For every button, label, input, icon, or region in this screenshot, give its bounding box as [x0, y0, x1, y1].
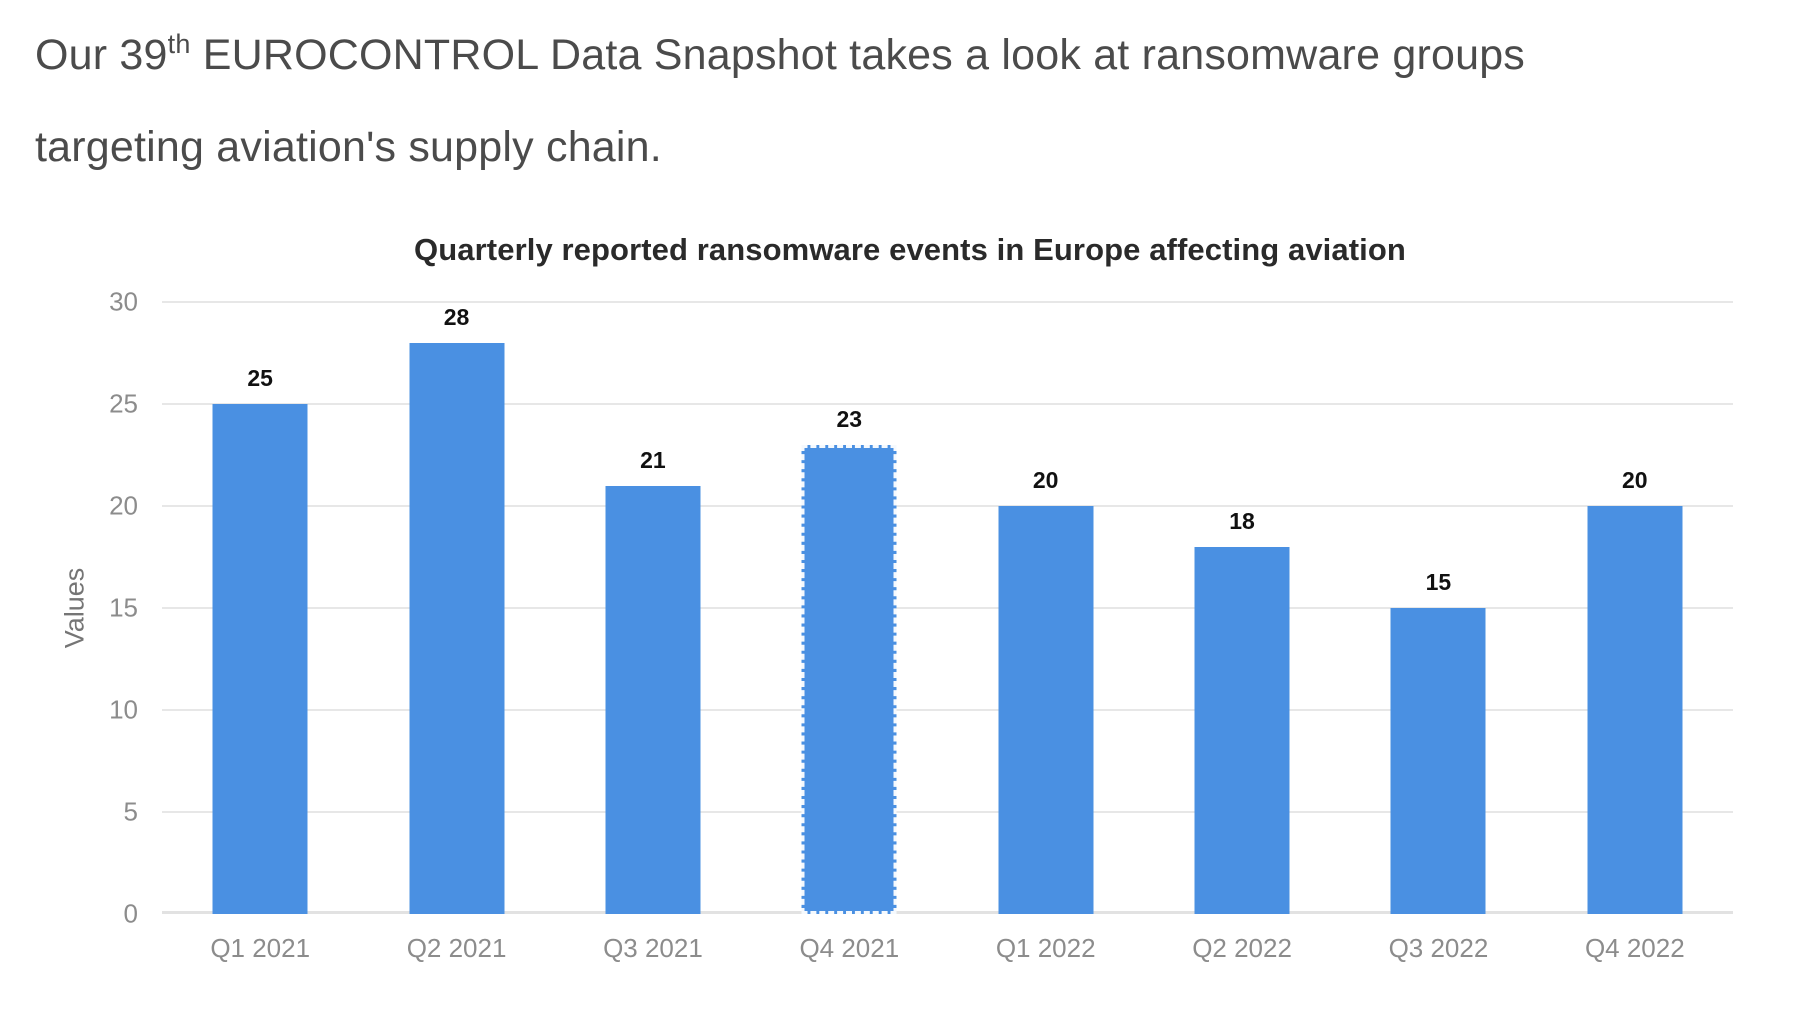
- bar-q4-2022[interactable]: [1587, 506, 1683, 914]
- bar-column-q1-2022: 20: [948, 302, 1144, 914]
- y-axis-ticks: 0 5 10 15 20 25 30: [50, 287, 138, 929]
- headline-superscript: th: [167, 29, 191, 59]
- x-tick-label: Q3 2021: [603, 933, 703, 963]
- bar-value-label: 28: [443, 303, 470, 330]
- bar-q2-2022[interactable]: [1194, 546, 1290, 914]
- chart-title: Quarterly reported ransomware events in …: [414, 232, 1406, 267]
- y-tick-label: 25: [109, 388, 138, 419]
- x-tick-label: Q1 2021: [210, 933, 311, 963]
- gridline: [162, 505, 1733, 507]
- bar-q1-2021[interactable]: [212, 404, 308, 914]
- x-tick-label: Q3 2022: [1388, 933, 1489, 963]
- y-tick-label: 15: [109, 592, 138, 623]
- bar-q4-2021-selected[interactable]: [801, 444, 897, 914]
- bar-column-q3-2022: 15: [1340, 302, 1536, 914]
- bar-value-label: 15: [1425, 569, 1452, 595]
- bar-column-q4-2021: 23: [751, 302, 947, 914]
- gridline: [162, 403, 1733, 405]
- x-tick-label: Q2 2021: [406, 933, 507, 963]
- bar-value-label: 18: [1229, 507, 1255, 534]
- y-tick-label: 0: [123, 898, 138, 929]
- bar-column-q2-2022: 18: [1144, 302, 1340, 914]
- headline-line2: targeting aviation's supply chain.: [35, 123, 662, 171]
- headline-line1-rest: EUROCONTROL Data Snapshot takes a look a…: [190, 31, 1526, 79]
- bar-column-q2-2021: 28: [358, 302, 554, 914]
- bar-series: 25 28 21 23 20 18 15 20: [162, 302, 1733, 914]
- x-tick-label: Q1 2022: [995, 933, 1096, 963]
- bar-value-label: 20: [1032, 467, 1059, 493]
- y-tick-label: 5: [123, 796, 138, 827]
- x-tick-label: Q4 2021: [799, 933, 900, 963]
- bar-value-label: 25: [247, 365, 273, 391]
- bar-column-q4-2022: 20: [1537, 302, 1733, 914]
- headline: Our 39th EUROCONTROL Data Snapshot takes…: [35, 12, 1595, 191]
- x-axis-baseline: [162, 911, 1733, 914]
- gridline: [162, 607, 1733, 609]
- x-tick-label: Q2 2022: [1192, 933, 1292, 963]
- x-tick-label: Q4 2022: [1584, 933, 1685, 963]
- bar-value-label: 20: [1622, 467, 1648, 493]
- x-axis-labels: Q1 2021 Q2 2021 Q3 2021 Q4 2021 Q1 2022 Q2 20…: [162, 914, 1733, 964]
- bar-q2-2021[interactable]: [409, 342, 505, 914]
- bar-q3-2021[interactable]: [605, 485, 701, 914]
- bar-q3-2022[interactable]: [1390, 608, 1486, 914]
- y-tick-label: 20: [109, 490, 138, 521]
- bar-column-q3-2021: 21: [555, 302, 751, 914]
- y-tick-label: 30: [109, 286, 138, 317]
- bar-value-label: 21: [640, 446, 666, 473]
- bar-column-q1-2021: 25: [162, 302, 358, 914]
- gridline: [162, 811, 1733, 813]
- plot-area: 25 28 21 23 20 18 15 20: [162, 301, 1733, 914]
- gridline: [162, 301, 1733, 303]
- bar-value-label: 23: [836, 405, 863, 432]
- bar-q1-2022[interactable]: [998, 506, 1094, 914]
- gridline: [162, 709, 1733, 711]
- headline-prefix: Our 39: [35, 31, 168, 79]
- y-tick-label: 10: [109, 694, 138, 725]
